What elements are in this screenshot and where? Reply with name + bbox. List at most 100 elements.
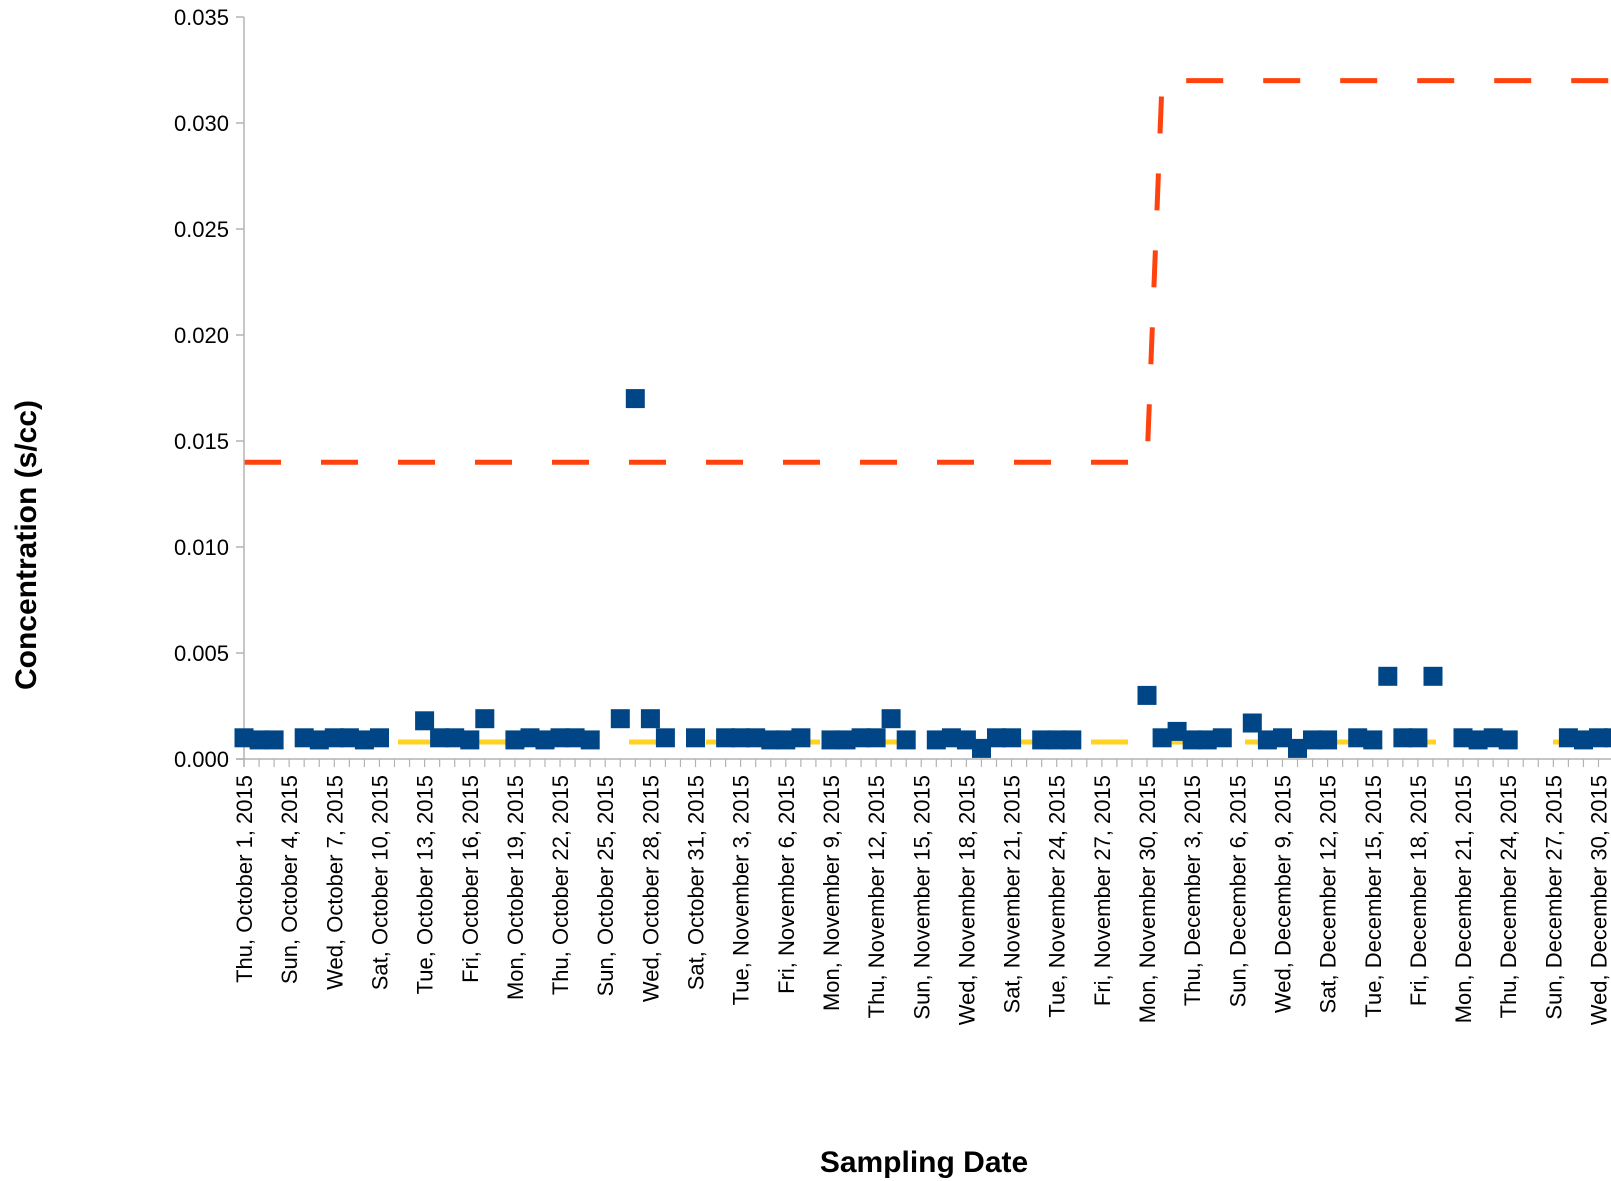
- x-tick-label: Wed, December 9, 2015: [1270, 775, 1295, 1013]
- axes: [236, 16, 1611, 767]
- sample-point: [1348, 728, 1368, 748]
- sample-point: [445, 728, 465, 748]
- sample-point: [731, 728, 751, 748]
- y-tick-label: 0.035: [174, 5, 229, 30]
- sample-point: [1378, 666, 1398, 686]
- sample-point: [836, 730, 856, 750]
- x-tick-label: Thu, December 24, 2015: [1496, 775, 1521, 1018]
- sample-points-series: [234, 389, 1611, 758]
- sample-point: [941, 728, 961, 748]
- y-tick-label: 0.020: [174, 323, 229, 348]
- sample-point: [776, 730, 796, 750]
- sample-point: [1468, 730, 1488, 750]
- sample-point: [1423, 666, 1443, 686]
- sample-point: [1167, 721, 1187, 741]
- x-tick-label: Sun, November 15, 2015: [909, 775, 934, 1020]
- y-axis-title: Concentration (s/cc): [10, 400, 43, 690]
- sample-point: [791, 728, 811, 748]
- x-tick-label: Sat, December 12, 2015: [1316, 775, 1341, 1013]
- y-tick-label: 0.005: [174, 641, 229, 666]
- sample-point: [851, 728, 871, 748]
- sample-point: [625, 389, 645, 409]
- x-tick-label: Sun, December 27, 2015: [1541, 775, 1566, 1020]
- sample-point: [1047, 730, 1067, 750]
- x-tick-label: Sun, October 4, 2015: [277, 775, 302, 984]
- sample-point: [987, 728, 1006, 748]
- sample-point: [1002, 728, 1022, 748]
- x-tick-label: Thu, November 12, 2015: [864, 775, 889, 1018]
- x-tick-label: Wed, October 28, 2015: [638, 775, 663, 1002]
- x-tick-label: Sat, November 21, 2015: [1000, 775, 1025, 1013]
- sample-point: [1558, 728, 1578, 748]
- x-tick-label: Wed, December 30, 2015: [1587, 775, 1611, 1025]
- sample-point: [249, 730, 269, 750]
- x-tick-label: Fri, November 27, 2015: [1090, 775, 1115, 1006]
- sample-point: [1393, 728, 1413, 748]
- sample-point: [761, 730, 781, 750]
- x-tick-label: Wed, November 18, 2015: [954, 775, 979, 1025]
- sample-point: [535, 730, 555, 750]
- sample-point: [1604, 728, 1611, 748]
- x-tick-label: Tue, November 3, 2015: [729, 775, 754, 1005]
- sample-point: [370, 728, 389, 748]
- x-tick-label: Sat, October 31, 2015: [684, 775, 709, 990]
- sample-point: [520, 728, 540, 748]
- x-tick-label: Mon, October 19, 2015: [503, 775, 528, 1000]
- y-tick-label: 0.010: [174, 535, 229, 560]
- sample-point: [716, 728, 736, 748]
- sample-point: [1318, 730, 1338, 750]
- sample-point: [580, 730, 600, 750]
- red-limit-series: [244, 78, 1611, 465]
- x-tick-label: Mon, November 9, 2015: [819, 775, 844, 1011]
- sample-point: [866, 728, 886, 748]
- sample-point: [1303, 730, 1322, 750]
- sample-point: [550, 728, 570, 748]
- sample-point: [1137, 685, 1157, 705]
- sample-point: [1288, 738, 1307, 758]
- x-axis-title: Sampling Date: [820, 1146, 1028, 1179]
- y-tick-label: 0.030: [174, 111, 229, 136]
- sample-point: [1257, 730, 1277, 750]
- sample-point: [339, 728, 359, 748]
- sample-point: [926, 730, 946, 750]
- sample-point: [956, 730, 976, 750]
- sample-point: [1589, 728, 1608, 748]
- sample-point: [1408, 728, 1428, 748]
- sample-point: [1152, 728, 1172, 748]
- sample-point: [1483, 728, 1503, 748]
- y-tick-labels: 0.000 0.005 0.010 0.015 0.020 0.025 0.030 0.035: [174, 5, 229, 772]
- sample-point: [1197, 730, 1217, 750]
- x-tick-labels: Thu, October 1, 2015 Sun, October 4, 2015…: [232, 775, 1611, 1025]
- sample-point: [746, 728, 766, 748]
- sample-point: [415, 711, 435, 731]
- sample-point: [565, 728, 585, 748]
- sample-point: [430, 728, 450, 748]
- sample-point: [1453, 728, 1473, 748]
- sample-point: [1273, 728, 1292, 748]
- x-tick-label: Fri, October 16, 2015: [458, 775, 483, 983]
- sample-point: [505, 730, 525, 750]
- sample-point: [640, 709, 660, 729]
- x-tick-label: Fri, November 6, 2015: [774, 775, 799, 994]
- sample-point: [1212, 728, 1232, 748]
- sample-point: [972, 738, 991, 758]
- sample-point: [881, 709, 901, 729]
- sample-point: [610, 709, 630, 729]
- sample-point: [1182, 730, 1202, 750]
- x-tick-label: Fri, December 18, 2015: [1406, 775, 1431, 1006]
- x-tick-label: Sat, October 10, 2015: [367, 775, 392, 990]
- sample-point: [324, 728, 344, 748]
- sample-point: [1363, 730, 1383, 750]
- x-tick-label: Wed, October 7, 2015: [322, 775, 347, 990]
- red-limit-line: [244, 78, 1611, 465]
- sample-point: [821, 730, 841, 750]
- sample-point: [655, 728, 675, 748]
- sample-point: [309, 730, 329, 750]
- x-tick-label: Tue, October 13, 2015: [413, 775, 438, 994]
- x-tick-label: Tue, December 15, 2015: [1361, 775, 1386, 1018]
- x-tick-label: Mon, December 21, 2015: [1451, 775, 1476, 1023]
- sample-point: [896, 730, 916, 750]
- sample-point: [1032, 730, 1052, 750]
- x-tick-label: Thu, October 22, 2015: [548, 775, 573, 995]
